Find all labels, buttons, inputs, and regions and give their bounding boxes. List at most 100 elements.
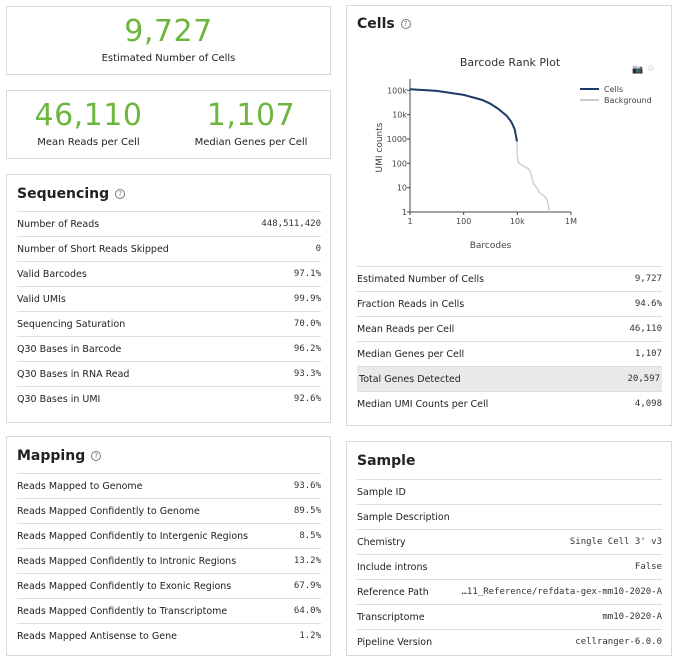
x-axis-label: Barcodes [470,241,512,251]
x-tick-label: 1M [565,217,577,226]
kpi-median-genes-value: 1,107 [206,98,296,133]
metric-row: Mean Reads per Cell 46,110 [357,316,662,342]
metric-label: Include introns [357,554,454,580]
metric-row: Chemistry Single Cell 3' v3 [357,529,662,555]
metric-row: Reference Path …11_Reference/refdata-gex-… [357,579,662,605]
kpi-median-genes: 1,107 Median Genes per Cell [170,98,332,148]
metric-value: Single Cell 3' v3 [453,529,662,555]
help-icon[interactable]: ? [91,451,102,461]
metric-label: Chemistry [357,529,454,555]
cells-table: Estimated Number of Cells 9,727 Fraction R… [357,266,662,417]
kpi-mean-reads: 46,110 Mean Reads per Cell [7,98,170,148]
metric-value: 92.6% [235,386,321,412]
cells-title-text: Cells [357,16,395,32]
metric-label: Sample ID [357,479,454,505]
metric-label: Reads Mapped Confidently to Transcriptom… [17,598,290,624]
metric-label: Number of Short Reads Skipped [17,236,236,262]
sequencing-title-text: Sequencing [17,186,110,202]
mapping-title-text: Mapping [17,448,86,464]
metric-row: Q30 Bases in RNA Read 93.3% [17,361,321,387]
metric-label: Reference Path [357,579,454,605]
metric-row: Q30 Bases in UMI 92.6% [17,386,321,412]
metric-label: Q30 Bases in Barcode [17,336,236,362]
metric-label: Fraction Reads in Cells [357,291,599,317]
metric-label: Q30 Bases in RNA Read [17,361,236,387]
metric-label: Sequencing Saturation [17,311,236,337]
legend-label-cells: Cells [604,85,623,94]
metric-row: Valid UMIs 99.9% [17,286,321,312]
chart-title: Barcode Rank Plot [460,56,561,69]
sample-title: Sample [357,453,415,469]
help-icon[interactable]: ? [115,189,126,199]
sample-table: Sample ID Sample Description Chemistry Sing… [357,479,662,655]
legend-label-background: Background [604,96,652,105]
metric-row: Reads Mapped Confidently to Genome 89.5% [17,498,321,524]
metric-row: Reads Mapped Confidently to Intergenic R… [17,523,321,549]
metric-row: Sequencing Saturation 70.0% [17,311,321,337]
metric-label: Reads Mapped Antisense to Gene [17,623,290,649]
metric-label: Valid UMIs [17,286,236,312]
metric-row: Sample ID [357,479,662,505]
metric-value: False [453,554,662,580]
home-icon[interactable]: ⌂ [648,63,654,73]
metric-value: 70.0% [235,311,321,337]
barcode-rank-plot: Barcode Rank Plot 1 100 10k 1M 1 10 100 1000 10k 1… [347,46,673,261]
camera-icon[interactable]: 📷 [632,65,644,75]
metric-row: Include introns False [357,554,662,580]
metric-row: Number of Short Reads Skipped 0 [17,236,321,262]
barcode-rank-plot-svg: Barcode Rank Plot 1 100 10k 1M 1 10 100 1000 10k 1… [375,56,652,251]
sample-card: Sample Sample ID Sample Description Chemis… [346,441,672,656]
metric-value: 89.5% [289,498,321,524]
y-tick-label: 10 [397,184,407,193]
metric-value: 1.2% [289,623,321,649]
help-icon[interactable]: ? [400,19,411,29]
metric-label: Valid Barcodes [17,261,236,287]
metric-value [453,479,662,505]
metric-value: 0 [235,236,321,262]
metric-value: 97.1% [235,261,321,287]
metric-value: 46,110 [598,316,662,342]
kpi-cells-value: 9,727 [124,14,213,49]
y-tick-label: 1000 [387,135,407,144]
series-line-cells [409,88,518,142]
metric-row: Valid Barcodes 97.1% [17,261,321,287]
metric-row: Q30 Bases in Barcode 96.2% [17,336,321,362]
metric-value: 9,727 [598,266,662,292]
cells-card: Cells ? Barcode Rank Plot 1 100 10k 1M 1 10 100… [346,5,672,426]
metric-label: Pipeline Version [357,629,454,655]
metric-value: 64.0% [289,598,321,624]
metric-row: Fraction Reads in Cells 94.6% [357,291,662,317]
metric-row: Pipeline Version cellranger-6.0.0 [357,629,662,655]
metric-row: Median UMI Counts per Cell 4,098 [357,391,662,417]
metric-row: Reads Mapped Antisense to Gene 1.2% [17,623,321,649]
metric-value: 93.6% [289,473,321,499]
metric-label: Reads Mapped to Genome [17,473,290,499]
metric-label: Number of Reads [17,211,236,237]
y-axis-label: UMI counts [375,122,385,172]
metric-label: Reads Mapped Confidently to Intronic Reg… [17,548,290,574]
metric-value: 99.9% [235,286,321,312]
metric-value: cellranger-6.0.0 [453,629,662,655]
metric-row: Transcriptome mm10-2020-A [357,604,662,630]
metric-value: 20,597 [598,366,662,392]
metric-value [453,504,662,530]
sequencing-title: Sequencing ? [17,186,126,202]
y-tick-label: 1 [402,208,407,217]
mapping-table: Reads Mapped to Genome 93.6% Reads Mapped … [17,473,321,649]
sequencing-card: Sequencing ? Number of Reads 448,511,420 N… [6,174,331,423]
cells-title: Cells ? [357,16,411,32]
metric-value: 94.6% [598,291,662,317]
metric-label: Estimated Number of Cells [357,266,599,292]
sequencing-table: Number of Reads 448,511,420 Number of Shor… [17,211,321,412]
metric-row: Reads Mapped Confidently to Exonic Regio… [17,573,321,599]
metric-value: 67.9% [289,573,321,599]
metric-value: 93.3% [235,361,321,387]
x-tick-label: 1 [407,217,412,226]
kpi-cells-card: 9,727 Estimated Number of Cells [6,6,331,75]
metric-label: Reads Mapped Confidently to Exonic Regio… [17,573,290,599]
metric-value: 96.2% [235,336,321,362]
y-tick-label: 10k [392,111,407,120]
metric-value: …11_Reference/refdata-gex-mm10-2020-A [453,579,662,605]
metric-label: Median UMI Counts per Cell [357,391,599,417]
metric-row: Median Genes per Cell 1,107 [357,341,662,367]
